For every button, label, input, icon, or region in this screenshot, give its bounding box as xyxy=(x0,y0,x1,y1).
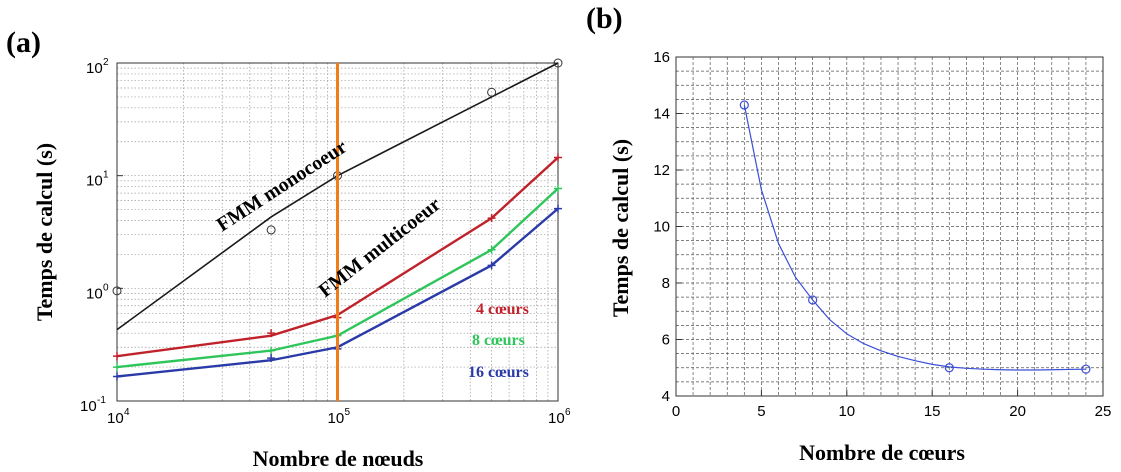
panel-b-grid xyxy=(676,57,1103,396)
data-point xyxy=(113,352,121,361)
x-tick-label: 5 xyxy=(757,403,765,420)
data-point xyxy=(554,184,562,193)
panel-b-ticks: 0 5 10 15 20 25 4 6 8 10 12 14 16 xyxy=(653,49,1111,420)
panel-a-xlabel: Nombre de nœuds xyxy=(253,446,424,471)
y-tick-label: 12 xyxy=(653,162,670,179)
series-label-4-coeurs: 4 cœurs xyxy=(476,301,529,318)
panel-b-series xyxy=(739,100,1091,374)
panel-a-ticks: 10 4 10 5 10 610 -110 010 110 2 xyxy=(80,57,571,427)
series-line-0 xyxy=(743,104,1086,371)
data-point xyxy=(554,204,562,213)
panel-b-xlabel: Nombre de cœurs xyxy=(799,440,965,465)
x-tick-label: 10 xyxy=(548,410,565,427)
data-point xyxy=(266,225,276,235)
x-tick-label: 10 xyxy=(107,410,124,427)
panel-a-label: (a) xyxy=(6,26,41,59)
y-tick-label: 10 xyxy=(653,219,670,236)
y-tick-label: 14 xyxy=(653,106,670,123)
data-point xyxy=(113,372,121,381)
data-point xyxy=(739,100,749,110)
y-tick-label: 10 xyxy=(86,173,103,190)
x-tick-label: 15 xyxy=(924,403,941,420)
y-tick-label: 16 xyxy=(653,49,670,66)
y-tick-label: 10 xyxy=(80,398,97,415)
data-point xyxy=(487,87,497,97)
data-point xyxy=(113,363,121,372)
y-tick-label: 8 xyxy=(662,275,670,292)
data-point xyxy=(553,58,563,68)
y-tick-exponent: -1 xyxy=(97,395,106,406)
series-label-16-coeurs: 16 cœurs xyxy=(468,364,529,381)
panel-a-ylabel: Temps de calcul (s) xyxy=(32,143,57,321)
data-point xyxy=(808,295,818,305)
y-tick-label: 4 xyxy=(662,388,670,405)
x-tick-label: 25 xyxy=(1095,403,1112,420)
panel-b-ylabel: Temps de calcul (s) xyxy=(608,139,633,317)
panel-a: (a) 10 4 10 5 10 610 -110 010 110 2 FMM monocoeur… xyxy=(6,26,571,471)
series-label-8-coeurs: 8 cœurs xyxy=(472,332,525,349)
x-tick-exponent: 4 xyxy=(124,407,130,418)
y-tick-exponent: 1 xyxy=(103,170,109,181)
data-point xyxy=(487,245,496,254)
data-point xyxy=(112,286,122,296)
data-point xyxy=(944,363,954,373)
panel-b-label: (b) xyxy=(586,2,623,35)
data-point xyxy=(487,261,496,270)
y-tick-label: 10 xyxy=(86,285,103,302)
panel-b: (b) 0 5 10 15 20 25 4 6 8 10 12 14 16 Temps de calcu… xyxy=(586,2,1111,465)
x-tick-label: 20 xyxy=(1009,403,1026,420)
y-tick-label: 6 xyxy=(662,332,670,349)
data-point xyxy=(267,354,276,363)
y-tick-label: 10 xyxy=(86,60,103,77)
data-point xyxy=(554,153,562,162)
x-tick-label: 10 xyxy=(328,410,345,427)
data-point xyxy=(267,329,276,338)
data-point xyxy=(1081,364,1091,374)
x-tick-exponent: 6 xyxy=(565,407,571,418)
y-tick-exponent: 2 xyxy=(103,57,109,68)
x-tick-label: 10 xyxy=(838,403,855,420)
x-tick-exponent: 5 xyxy=(345,407,351,418)
x-tick-label: 0 xyxy=(672,403,680,420)
data-point xyxy=(487,214,496,223)
data-point xyxy=(267,346,276,355)
y-tick-exponent: 0 xyxy=(103,282,109,293)
